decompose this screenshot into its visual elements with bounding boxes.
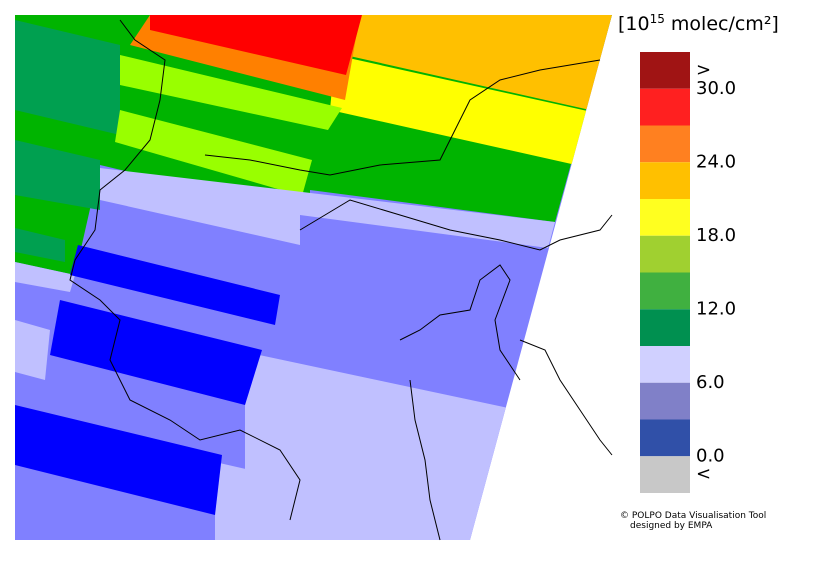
legend-label: 12.0 <box>696 298 736 319</box>
legend-swatch <box>640 456 690 493</box>
coastline <box>519 339 613 456</box>
region <box>15 320 50 380</box>
region <box>15 140 100 210</box>
region <box>115 110 312 196</box>
border-line <box>299 199 613 251</box>
legend-title-unit: molec/cm²] <box>665 13 779 35</box>
borders <box>69 19 613 541</box>
legend-swatch <box>640 346 690 383</box>
legend-title-exponent: 15 <box>650 12 665 26</box>
legend-label: 18.0 <box>696 225 736 246</box>
credit-line: © POLPO Data Visualisation Tool <box>620 511 766 521</box>
region <box>15 20 120 135</box>
legend-title: [1015 molec/cm²] <box>618 12 779 35</box>
region <box>120 55 342 130</box>
legend-label: < <box>696 464 711 485</box>
legend-swatch <box>640 235 690 273</box>
coastline <box>399 264 521 381</box>
coastline <box>409 379 441 541</box>
legend: >30.0 24.0 18.0 12.0 6.0 0.0< <box>640 52 736 493</box>
region <box>15 228 65 262</box>
region <box>100 168 555 248</box>
legend-label: 30.0 <box>696 78 736 99</box>
legend-swatch <box>640 309 690 346</box>
region <box>50 300 262 405</box>
region <box>330 55 592 165</box>
legend-swatch <box>640 199 690 236</box>
legend-swatch <box>640 125 690 163</box>
legend-swatch <box>640 382 690 420</box>
legend-label: > <box>696 59 711 80</box>
region <box>15 405 222 515</box>
border-line <box>204 59 601 176</box>
map <box>15 15 612 540</box>
legend-title-open: [10 <box>618 13 650 35</box>
region <box>150 15 362 75</box>
region <box>70 245 280 325</box>
legend-label: 0.0 <box>696 445 725 466</box>
region <box>215 462 470 540</box>
legend-label: 6.0 <box>696 372 725 393</box>
credit-line: designed by EMPA <box>630 521 713 531</box>
legend-swatch <box>640 162 690 199</box>
border-line <box>69 19 301 521</box>
legend-swatch <box>640 88 690 126</box>
legend-label: 24.0 <box>696 151 736 172</box>
region <box>345 15 612 110</box>
legend-swatch <box>640 52 690 89</box>
legend-swatch <box>640 419 690 457</box>
region <box>15 262 75 292</box>
legend-swatch <box>640 272 690 310</box>
